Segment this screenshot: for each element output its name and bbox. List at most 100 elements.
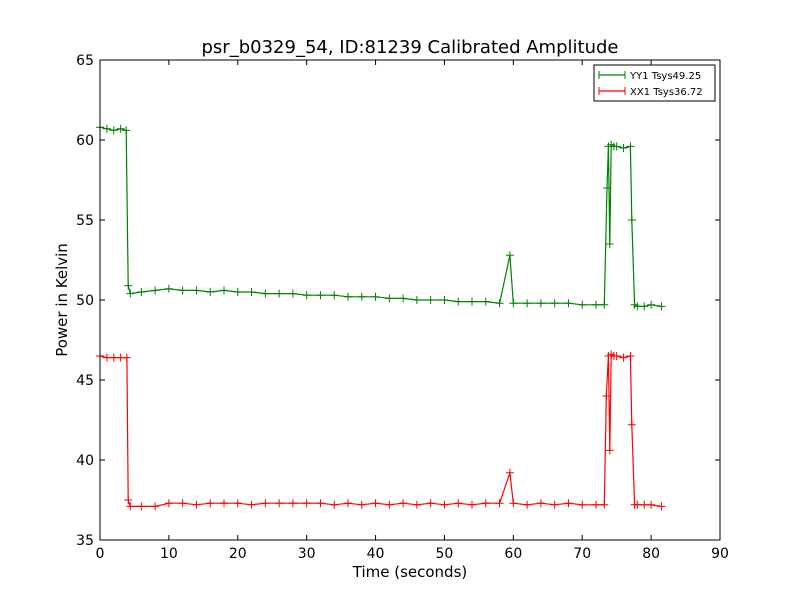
data-point — [399, 499, 408, 508]
x-tick-label: 60 — [504, 546, 522, 562]
data-point — [261, 289, 270, 298]
data-point — [151, 502, 160, 511]
data-point — [126, 502, 135, 511]
data-point — [371, 292, 380, 301]
plot-area — [96, 123, 666, 511]
y-tick-label: 40 — [76, 453, 94, 469]
legend-box — [593, 64, 716, 102]
data-point — [233, 499, 242, 508]
data-point — [657, 302, 666, 311]
data-point — [505, 251, 514, 260]
data-point — [233, 288, 242, 296]
series-2 — [96, 350, 666, 511]
data-point — [206, 499, 215, 508]
data-point — [164, 499, 173, 508]
legend-marker — [598, 71, 626, 79]
data-point — [316, 291, 325, 300]
data-point — [523, 299, 532, 308]
data-point — [600, 300, 609, 309]
legend-marker — [598, 87, 626, 95]
data-point — [481, 297, 490, 306]
series-1 — [96, 123, 666, 311]
data-point — [247, 500, 256, 509]
data-point — [605, 446, 614, 455]
data-point — [220, 499, 228, 508]
data-point — [330, 500, 339, 509]
data-point — [550, 500, 559, 509]
data-point — [330, 291, 339, 300]
data-point — [657, 502, 666, 511]
axis-ticks: 0 10 20 30 40 50 60 70 80 90 35 40 45 50 55 60 65 — [76, 53, 729, 562]
x-tick-label: 70 — [573, 546, 591, 562]
data-point — [536, 499, 545, 508]
data-point — [164, 284, 173, 293]
data-point — [426, 296, 435, 304]
data-point — [647, 500, 656, 509]
x-tick-label: 90 — [711, 546, 729, 562]
data-point — [454, 499, 463, 508]
data-point — [426, 499, 435, 508]
data-point — [192, 500, 201, 509]
data-point — [481, 499, 490, 508]
data-point — [316, 499, 325, 508]
data-point — [109, 353, 118, 362]
legend-label: XX1 Tsys36.72 — [630, 87, 703, 98]
data-point — [275, 289, 284, 298]
data-point — [357, 500, 366, 509]
data-point — [505, 468, 514, 477]
data-point — [261, 499, 270, 508]
data-point — [124, 496, 133, 504]
data-point — [633, 500, 642, 509]
data-point — [564, 499, 573, 508]
data-point — [627, 420, 636, 429]
data-point — [454, 297, 463, 306]
data-point — [536, 299, 545, 308]
data-point — [412, 296, 421, 304]
data-point — [102, 124, 111, 133]
data-point — [371, 499, 380, 508]
data-point — [592, 300, 600, 309]
data-point — [633, 302, 642, 311]
data-point — [600, 500, 609, 509]
data-point — [619, 353, 628, 362]
data-point — [468, 297, 476, 306]
x-tick-label: 30 — [298, 546, 316, 562]
data-point — [440, 500, 449, 509]
legend-label: YY1 Tsys49.25 — [629, 71, 701, 82]
chart-title: psr_b0329_54, ID:81239 Calibrated Amplit… — [202, 37, 619, 58]
data-point — [440, 296, 449, 304]
data-point — [468, 500, 476, 509]
data-point — [626, 142, 635, 151]
data-point — [247, 288, 256, 296]
legend-item: XX1 Tsys36.72 — [598, 87, 703, 98]
y-tick-label: 55 — [76, 213, 94, 229]
data-point — [220, 286, 228, 295]
data-point — [357, 292, 366, 301]
data-point — [192, 286, 201, 295]
data-point — [124, 281, 133, 290]
data-point — [523, 500, 532, 509]
data-point — [137, 288, 146, 296]
data-point — [109, 126, 118, 135]
data-point — [385, 500, 394, 509]
data-point — [102, 353, 111, 362]
data-point — [116, 124, 125, 133]
data-point — [344, 499, 352, 508]
data-point — [122, 126, 131, 135]
data-point — [288, 499, 297, 508]
legend-item: YY1 Tsys49.25 — [598, 71, 701, 82]
data-point — [122, 353, 131, 362]
data-point — [605, 240, 614, 248]
data-point — [509, 299, 518, 308]
data-point — [603, 184, 612, 192]
data-point — [137, 502, 146, 511]
data-point — [206, 288, 215, 296]
data-point — [626, 352, 635, 360]
data-point — [550, 299, 559, 308]
data-point — [627, 216, 636, 224]
x-tick-label: 80 — [642, 546, 660, 562]
x-tick-label: 20 — [229, 546, 247, 562]
data-point — [612, 142, 621, 151]
